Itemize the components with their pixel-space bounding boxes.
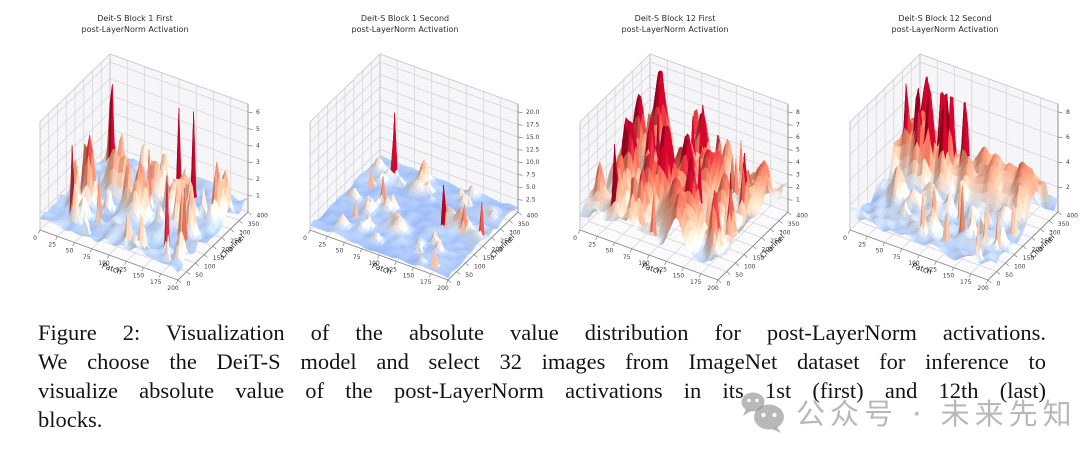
plot-title-line1: Deit-S Block 12 Second [898,14,992,23]
surface-plot-canvas-2 [270,0,540,312]
caption-line-3: visualize absolute value of the post-Lay… [38,378,1046,403]
surface-plot-block12-first: Deit-S Block 12 First post-LayerNorm Act… [540,0,810,312]
surface-plot-canvas-3 [540,0,810,312]
plot-title-line2: post-LayerNorm Activation [81,25,189,34]
watermark-text: 公众号 · 未来先知 [796,397,1077,431]
plot-title-line1: Deit-S Block 1 Second [360,14,450,23]
surface-plot-block1-second: Deit-S Block 1 Second post-LayerNorm Act… [270,0,540,312]
caption-line-1: Figure 2: Visualization of the absolute … [38,320,1046,345]
figure-caption: Figure 2: Visualization of the absolute … [38,318,1046,434]
plot-title-line1: Deit-S Block 12 First [634,14,716,23]
plots-row: Deit-S Block 1 First post-LayerNorm Acti… [0,0,1080,312]
plot-title: Deit-S Block 12 First post-LayerNorm Act… [540,13,810,35]
surface-plot-canvas-1 [0,0,270,312]
caption-line-2: We choose the DeiT-S model and select 32… [38,349,1046,374]
surface-plot-canvas-4 [810,0,1080,312]
plot-title-line2: post-LayerNorm Activation [351,25,459,34]
watermark: 公众号 · 未来先知 [740,391,1077,433]
wechat-icon [741,392,784,433]
plot-title-line1: Deit-S Block 1 First [97,14,173,23]
caption-line-4: blocks. [38,407,103,432]
plot-title-line2: post-LayerNorm Activation [621,25,729,34]
plot-title: Deit-S Block 12 Second post-LayerNorm Ac… [810,13,1080,35]
surface-plot-block12-second: Deit-S Block 12 Second post-LayerNorm Ac… [810,0,1080,312]
plot-title: Deit-S Block 1 Second post-LayerNorm Act… [270,13,540,35]
plot-title-line2: post-LayerNorm Activation [891,25,999,34]
plot-title: Deit-S Block 1 First post-LayerNorm Acti… [0,13,270,35]
surface-plot-block1-first: Deit-S Block 1 First post-LayerNorm Acti… [0,0,270,312]
